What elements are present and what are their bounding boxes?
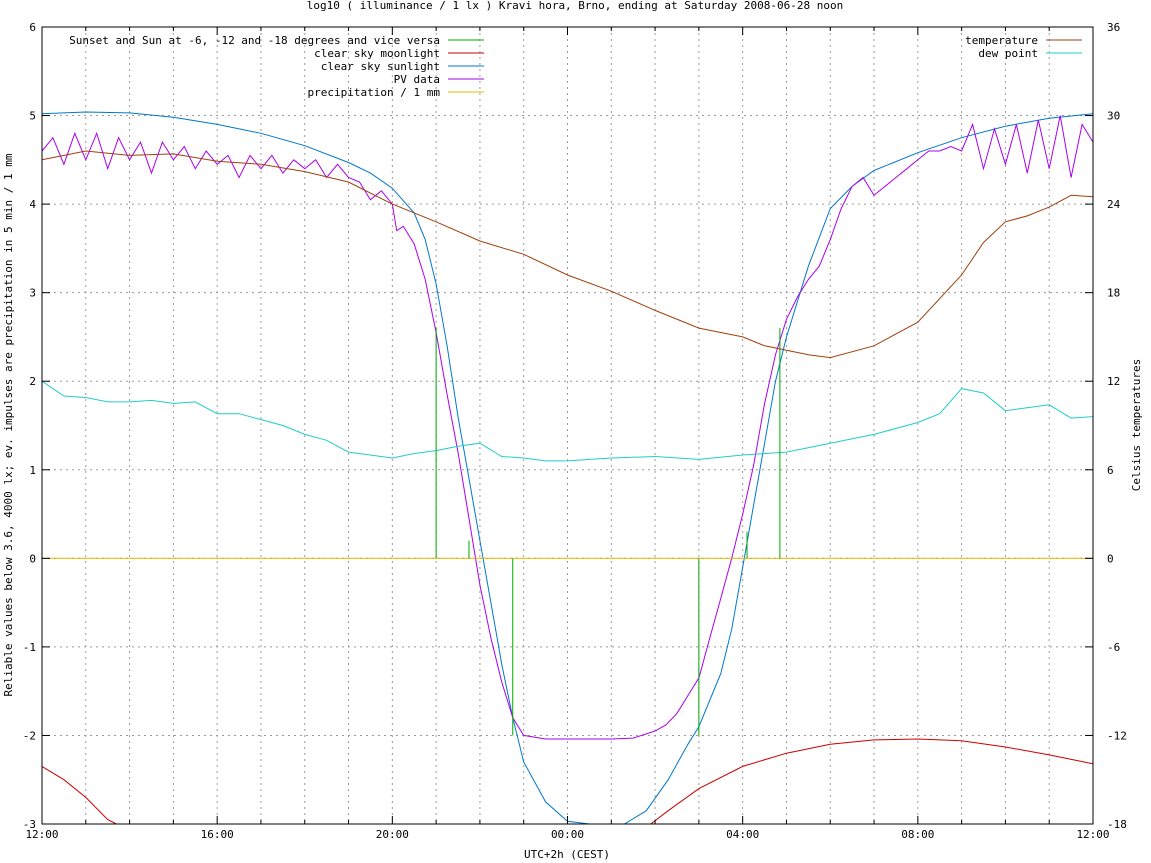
x-axis-label: UTC+2h (CEST) <box>524 848 610 861</box>
legend-label: clear sky sunlight <box>321 60 440 73</box>
y-tick-label: 3 <box>29 287 36 300</box>
y-tick-label: 6 <box>29 21 36 34</box>
y-tick-label: -3 <box>23 818 36 831</box>
y2-tick-label: 6 <box>1107 464 1114 477</box>
chart-title: log10 ( illuminance / 1 lx ) Kravi hora,… <box>307 0 843 12</box>
y-tick-label: 4 <box>29 198 36 211</box>
y-tick-label: 0 <box>29 552 36 565</box>
x-tick-label: 04:00 <box>726 828 759 841</box>
legend: Sunset and Sun at -6, -12 and -18 degree… <box>69 34 1082 99</box>
y-tick-label: 2 <box>29 375 36 388</box>
x-tick-label: 20:00 <box>376 828 409 841</box>
y-tick-label: 1 <box>29 464 36 477</box>
series-line <box>41 380 1094 462</box>
legend-label: temperature <box>965 34 1038 47</box>
y2-axis-label: Celsius temperatures <box>1130 359 1143 491</box>
y2-tick-label: 30 <box>1107 110 1120 123</box>
axis-ticks: 12:00 16:00 20:00 00:00 04:00 08:00 12:00-3-2-… <box>23 21 1127 841</box>
x-tick-label: 16:00 <box>201 828 234 841</box>
series-line <box>41 150 1094 359</box>
legend-label: PV data <box>394 73 440 86</box>
y-tick-label: 5 <box>29 110 36 123</box>
y-tick-label: -2 <box>23 729 36 742</box>
x-tick-label: 00:00 <box>551 828 584 841</box>
y2-tick-label: -18 <box>1107 818 1127 831</box>
y-axis-label: Reliable values below 3.6, 4000 lx; ev. … <box>2 153 15 696</box>
series-line <box>41 115 1094 740</box>
legend-label: Sunset and Sun at -6, -12 and -18 degree… <box>69 34 440 47</box>
series-line <box>41 738 1094 825</box>
y2-tick-label: 18 <box>1107 287 1120 300</box>
x-tick-label: 12:00 <box>1076 828 1109 841</box>
legend-label: clear sky moonlight <box>314 47 440 60</box>
y-tick-label: -1 <box>23 641 36 654</box>
y2-tick-label: -12 <box>1107 729 1127 742</box>
series-layer <box>41 111 1094 825</box>
y2-tick-label: -6 <box>1107 641 1120 654</box>
legend-label: precipitation / 1 mm <box>308 86 441 99</box>
y2-tick-label: 36 <box>1107 21 1120 34</box>
y2-tick-label: 12 <box>1107 375 1120 388</box>
legend-label: dew point <box>978 47 1038 60</box>
y2-tick-label: 0 <box>1107 552 1114 565</box>
x-tick-label: 08:00 <box>901 828 934 841</box>
x-tick-label: 12:00 <box>25 828 58 841</box>
y2-tick-label: 24 <box>1107 198 1121 211</box>
